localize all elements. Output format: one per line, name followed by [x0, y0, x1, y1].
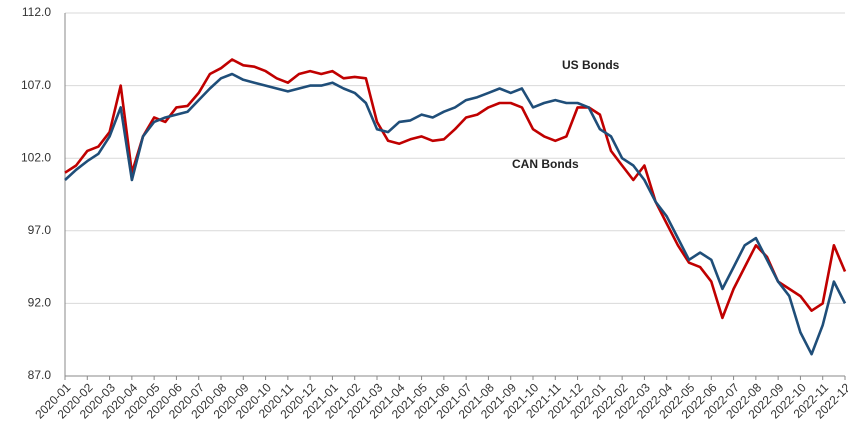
y-tick-label: 87.0 [28, 368, 52, 382]
series-line [64, 72, 847, 356]
y-tick-label: 112.0 [22, 5, 51, 19]
y-tick-label: 92.0 [28, 296, 52, 310]
plot: 87.092.097.0102.0107.0112.02020-012020-0… [21, 5, 848, 421]
annotation: CAN Bonds [512, 157, 579, 171]
series-line [64, 58, 847, 320]
y-tick-label: 102.0 [21, 150, 51, 164]
y-tick-label: 107.0 [21, 78, 51, 92]
annotation: US Bonds [562, 58, 620, 72]
y-tick-label: 97.0 [28, 223, 52, 237]
